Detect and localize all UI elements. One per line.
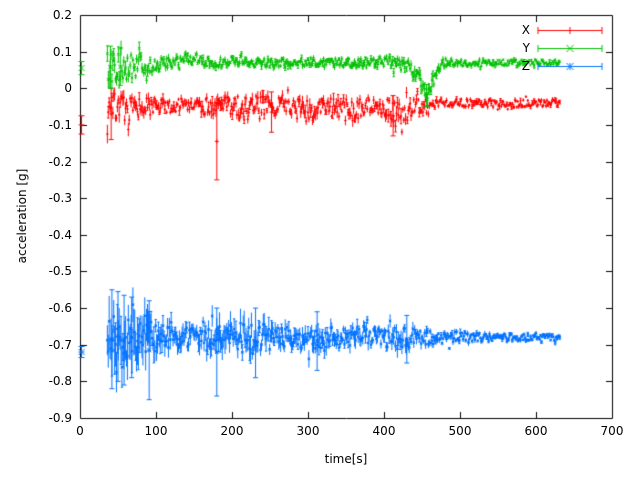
y-axis-title: acceleration [g] [15,168,29,264]
legend-item-x: X [522,21,530,39]
x-tick-label: 600 [524,424,548,438]
legend-item-y: Y [523,39,530,57]
y-tick-label: 0.2 [52,8,72,22]
legend-item-z: Z [522,57,530,75]
y-tick-label: -0.6 [48,301,72,316]
x-tick-label: 700 [600,424,624,438]
x-tick-label: 500 [448,424,472,438]
y-tick-label: 0 [64,81,72,96]
y-tick-label: -0.2 [48,154,72,169]
legend: X Y Z [522,21,530,75]
x-tick-label: 0 [76,424,84,438]
x-axis-title: time[s] [324,452,368,466]
legend-label-x: X [521,23,530,37]
legend-label-y: Y [522,41,530,55]
y-tick-label: -0.3 [48,191,72,206]
x-tick-label: 100 [144,424,168,438]
y-tick-label: -0.7 [48,337,72,352]
x-tick-label: 300 [296,424,320,438]
y-tick-label: -0.5 [48,264,72,279]
legend-label-z: Z [521,59,530,73]
y-tick-label: 0.1 [52,44,72,59]
y-tick-label: -0.8 [48,374,72,389]
x-tick-label: 400 [372,424,396,438]
x-tick-label: 200 [220,424,244,438]
y-tick-label: -0.4 [48,227,72,242]
y-tick-label: -0.1 [48,117,72,132]
y-tick-label: -0.9 [48,411,72,425]
